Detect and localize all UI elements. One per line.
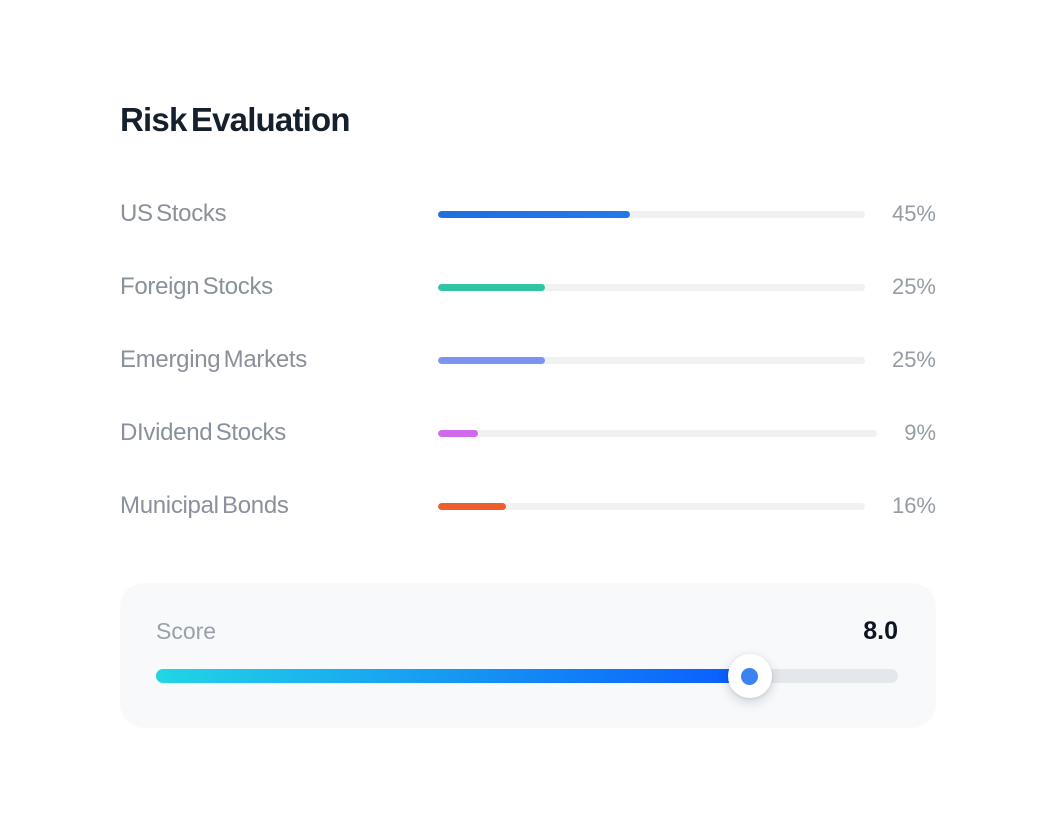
- allocation-row: Municipal Bonds 16%: [120, 492, 936, 519]
- score-slider-handle[interactable]: [727, 654, 772, 698]
- allocation-progress-track: [438, 502, 865, 510]
- allocation-row: US Stocks 45%: [120, 200, 936, 227]
- risk-evaluation-panel: Risk Evaluation US Stocks 45% Foreign St…: [120, 0, 936, 728]
- allocation-row: Foreign Stocks 25%: [120, 273, 936, 300]
- allocation-row: DIvidend Stocks 9%: [120, 419, 936, 446]
- allocation-percent: 45%: [891, 201, 936, 226]
- allocation-progress-track: [438, 356, 865, 364]
- allocation-percent: 16%: [891, 493, 936, 518]
- score-header: Score 8.0: [156, 616, 898, 646]
- score-value: 8.0: [863, 616, 898, 645]
- allocation-progress-track: [438, 210, 865, 218]
- score-slider-handle-dot: [741, 667, 759, 685]
- allocation-row: Emerging Markets 25%: [120, 346, 936, 373]
- allocation-percent: 25%: [891, 274, 936, 299]
- allocation-label: US Stocks: [120, 200, 227, 227]
- score-slider[interactable]: [156, 654, 898, 698]
- allocation-label: Municipal Bonds: [120, 492, 289, 519]
- allocation-percent: 25%: [891, 347, 936, 372]
- allocation-progress-fill: [438, 210, 631, 218]
- allocation-list: US Stocks 45% Foreign Stocks 25% Emergin…: [120, 200, 936, 519]
- allocation-progress-fill: [438, 356, 545, 364]
- score-card: Score 8.0: [120, 583, 936, 728]
- score-slider-fill: [156, 669, 750, 683]
- allocation-progress-track: [438, 429, 878, 437]
- page-title: Risk Evaluation: [120, 101, 351, 138]
- allocation-progress-fill: [438, 283, 545, 291]
- score-label: Score: [156, 617, 217, 644]
- allocation-progress-track: [438, 283, 865, 291]
- allocation-progress-fill: [438, 502, 507, 510]
- allocation-percent: 9%: [904, 420, 936, 445]
- allocation-label: DIvidend Stocks: [120, 419, 286, 446]
- allocation-label: Foreign Stocks: [120, 273, 273, 300]
- allocation-label: Emerging Markets: [120, 346, 307, 373]
- allocation-progress-fill: [438, 429, 478, 437]
